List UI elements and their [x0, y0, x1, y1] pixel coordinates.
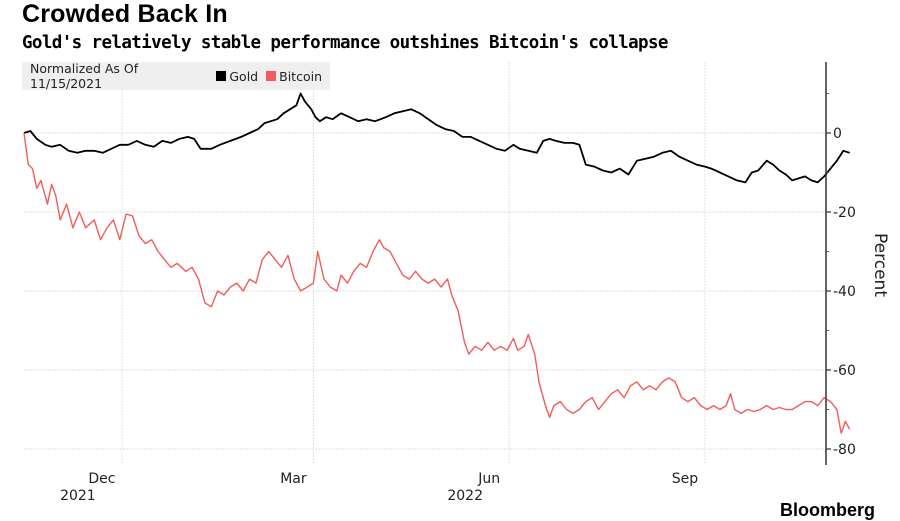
chart-subtitle: Gold's relatively stable performance out…	[22, 33, 668, 53]
y-tick-label: -40	[833, 284, 856, 300]
series-line-bitcoin	[23, 132, 851, 434]
legend-item-bitcoin: Bitcoin	[266, 69, 322, 84]
legend: Normalized As Of 11/15/2021 Gold Bitcoin	[22, 61, 330, 91]
x-tick-label: Sep	[672, 471, 699, 487]
legend-swatch-gold	[216, 71, 227, 81]
x-tick-year-label: 2022	[447, 488, 483, 504]
legend-swatch-bitcoin	[266, 71, 277, 81]
chart-title: Crowded Back In	[22, 0, 228, 28]
x-tick-label: Mar	[280, 471, 307, 487]
legend-note: Normalized As Of 11/15/2021	[30, 61, 139, 91]
legend-item-gold: Gold	[216, 69, 258, 84]
y-axis-label: Percent	[870, 233, 890, 297]
legend-label-bitcoin: Bitcoin	[279, 68, 322, 84]
legend-label-gold: Gold	[229, 68, 259, 84]
bloomberg-logo: Bloomberg	[780, 500, 876, 520]
y-tick-label: -80	[833, 442, 856, 458]
x-tick-label: Dec	[88, 471, 115, 487]
y-tick-label: -20	[833, 205, 856, 221]
y-tick-label: -60	[833, 363, 856, 379]
x-tick-year-label: 2021	[60, 488, 96, 504]
x-tick-label: Jun	[477, 471, 500, 487]
series-line-gold	[23, 92, 850, 184]
y-tick-label: 0	[833, 126, 842, 142]
